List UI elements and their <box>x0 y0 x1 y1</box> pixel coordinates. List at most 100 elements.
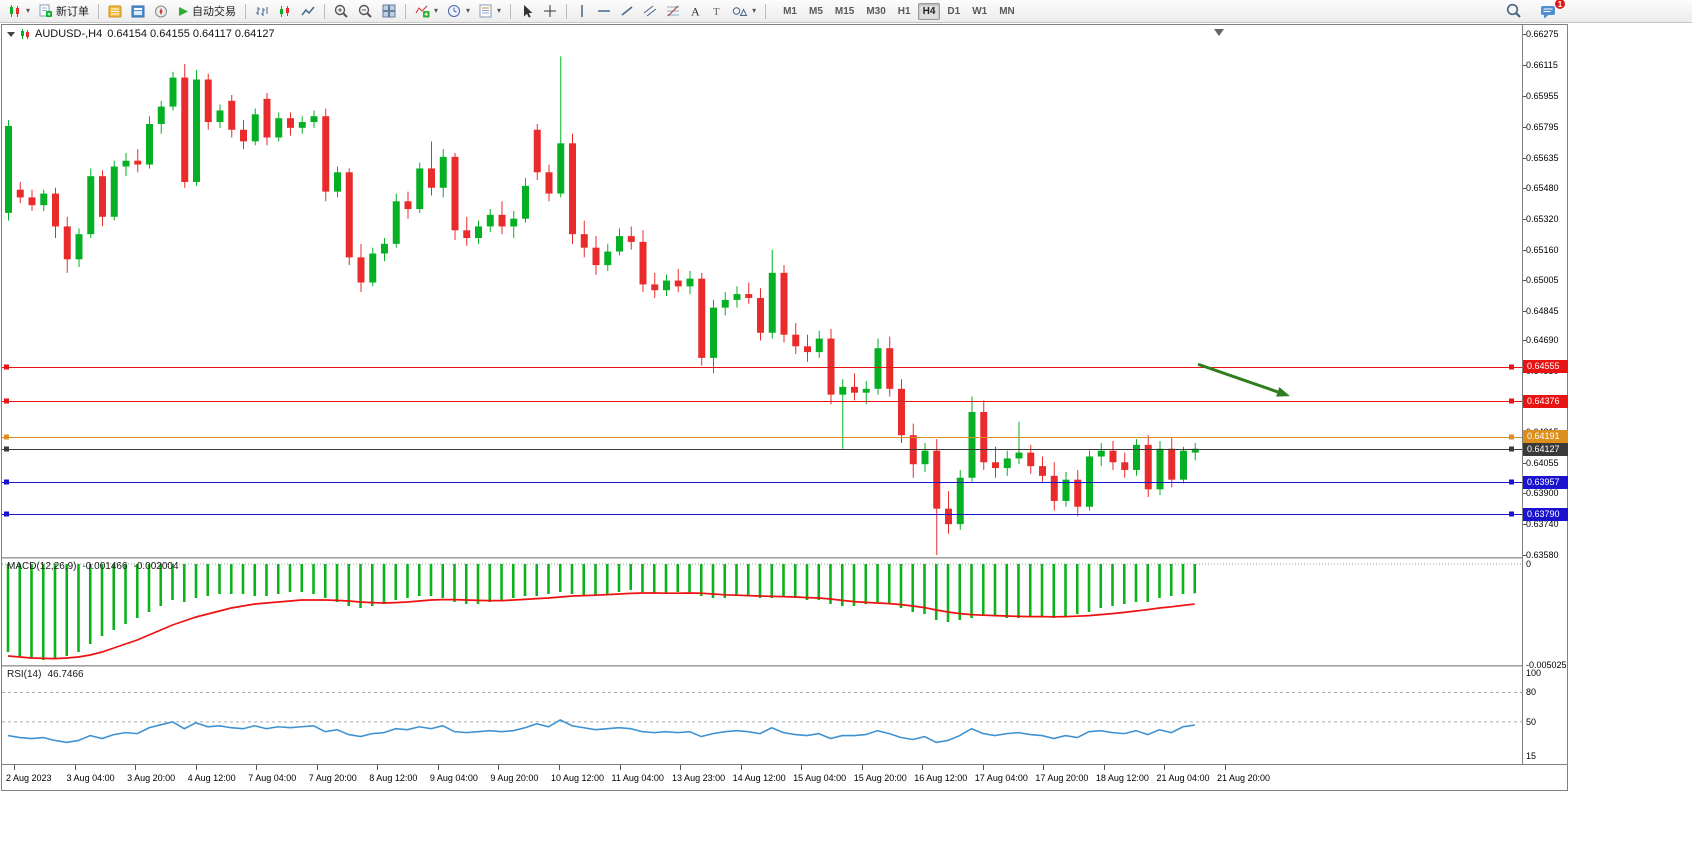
hlines-layer <box>2 364 1522 517</box>
market-watch-button[interactable] <box>104 1 126 21</box>
time-label: 10 Aug 12:00 <box>550 773 604 783</box>
autotrade-label: 自动交易 <box>192 6 237 18</box>
price-axis[interactable]: 0.66275 0.66115 0.65955 0.65795 0.65635 0.654… <box>1522 25 1568 764</box>
templates-button[interactable]: ▾ <box>475 1 505 21</box>
rsi-chart[interactable] <box>2 667 1522 763</box>
symbol-candle-icon <box>21 28 29 39</box>
axis-tick <box>1523 249 1526 251</box>
line-handle <box>4 434 9 440</box>
macd-chart[interactable] <box>2 559 1522 665</box>
rsi-axis-label: 100 <box>1526 667 1542 678</box>
navigator-button[interactable] <box>150 1 172 21</box>
rsi-pane[interactable]: RSI(14) 46.7466 <box>2 667 1522 763</box>
zoom-in-button[interactable] <box>330 1 353 21</box>
main-toolbar: ▾ 新订单 自动交易 <box>0 0 1692 23</box>
line-handle <box>1509 511 1514 517</box>
chart-title: AUDUSD-,H4 0.64154 0.64155 0.64117 0.641… <box>7 28 275 40</box>
zoom-in-icon <box>334 4 348 18</box>
data-window-button[interactable] <box>127 1 149 21</box>
time-tick <box>135 765 137 770</box>
price-badge: 0.63790 <box>1523 507 1568 521</box>
timeframe-h1[interactable]: H1 <box>897 5 911 17</box>
periods-button[interactable]: ▾ <box>443 1 474 21</box>
time-label: 21 Aug 04:00 <box>1156 773 1210 783</box>
price-pane[interactable]: AUDUSD-,H4 0.64154 0.64155 0.64117 0.641… <box>2 25 1522 557</box>
new-order-button[interactable]: 新订单 <box>35 1 93 21</box>
autotrade-play-icon <box>179 6 189 16</box>
chevron-down-icon: ▾ <box>466 6 471 15</box>
timeframe-h4[interactable]: H4 <box>917 2 941 20</box>
vertical-line-button[interactable] <box>572 1 592 21</box>
axis-tick <box>1523 218 1526 220</box>
crosshair-button[interactable] <box>539 1 561 21</box>
price-label: 0.66275 <box>1526 29 1559 40</box>
macd-signal-line <box>7 592 1195 660</box>
line-handle <box>4 479 9 485</box>
svg-text:A: A <box>691 5 700 19</box>
cursor-button[interactable] <box>516 1 538 21</box>
zoom-out-button[interactable] <box>354 1 377 21</box>
axis-tick <box>1523 187 1526 189</box>
macd-pane[interactable]: MACD(12,26,9) -0.001466 -0.002004 <box>2 559 1522 665</box>
pane-separator[interactable] <box>2 665 1567 667</box>
chat-button[interactable]: 1 <box>1536 0 1566 21</box>
axis-tick <box>1523 34 1526 36</box>
candlestick-chart[interactable] <box>2 25 1522 557</box>
time-tick <box>801 765 803 770</box>
time-tick <box>922 765 924 770</box>
chart-dropdown-icon[interactable] <box>7 31 15 37</box>
toolbar-separator <box>405 3 407 19</box>
axis-tick <box>1523 279 1526 281</box>
price-label: 0.63580 <box>1526 550 1559 561</box>
shapes-button[interactable]: ▾ <box>728 1 760 21</box>
pane-separator[interactable] <box>2 557 1567 559</box>
cursor-icon <box>524 4 533 18</box>
line-handle <box>4 364 9 370</box>
bar-chart-button[interactable] <box>251 1 273 21</box>
label-button[interactable]: T <box>707 1 727 21</box>
new-chart-button[interactable]: ▾ <box>4 1 34 21</box>
timeframe-mn[interactable]: MN <box>999 5 1015 17</box>
search-button[interactable] <box>1502 1 1526 21</box>
periods-icon <box>448 5 461 17</box>
equidistant-channel-button[interactable] <box>639 1 661 21</box>
time-label: 14 Aug 12:00 <box>732 773 786 783</box>
macd-name: MACD(12,26,9) <box>7 561 77 572</box>
price-label: 0.65320 <box>1526 213 1559 224</box>
axis-tick <box>1523 340 1526 342</box>
timeframe-d1[interactable]: D1 <box>947 5 961 17</box>
fibonacci-button[interactable] <box>662 1 684 21</box>
indicators-icon <box>415 5 430 18</box>
timeframe-m5[interactable]: M5 <box>808 5 823 17</box>
price-badge: 0.64376 <box>1523 394 1568 408</box>
horizontal-line-button[interactable] <box>593 1 615 21</box>
time-tick <box>14 765 15 770</box>
line-chart-button[interactable] <box>297 1 319 21</box>
axis-tick <box>1523 310 1526 312</box>
tile-windows-button[interactable] <box>378 1 400 21</box>
time-tick <box>437 765 439 770</box>
timeframe-m30[interactable]: M30 <box>866 5 886 17</box>
autotrade-button[interactable]: 自动交易 <box>173 1 240 21</box>
horizontal-line-icon <box>598 10 611 12</box>
bar-chart-icon <box>256 6 268 16</box>
timeframe-m1[interactable]: M1 <box>783 5 797 17</box>
chat-icon <box>1541 5 1555 18</box>
axis-tick <box>1523 65 1526 67</box>
time-label: 15 Aug 20:00 <box>853 773 907 783</box>
rsi-line <box>7 718 1195 744</box>
candles-layer <box>5 56 1199 556</box>
trendline-button[interactable] <box>616 1 638 21</box>
time-axis[interactable]: 2 Aug 2023 3 Aug 04:00 3 Aug 20:00 4 Aug 12… <box>2 764 1567 790</box>
time-label: 7 Aug 04:00 <box>248 773 297 783</box>
timeframe-m15[interactable]: M15 <box>834 5 855 17</box>
timeframe-w1[interactable]: W1 <box>972 5 988 17</box>
line-handle <box>1509 398 1514 404</box>
indicators-button[interactable]: ▾ <box>411 1 442 21</box>
text-button[interactable]: A <box>685 1 706 21</box>
new-chart-icon <box>10 5 19 17</box>
rsi-value: 46.7466 <box>47 669 84 680</box>
candlestick-chart-button[interactable] <box>274 1 296 21</box>
rsi-axis-label: 50 <box>1526 716 1537 727</box>
axis-tick <box>1523 524 1526 526</box>
